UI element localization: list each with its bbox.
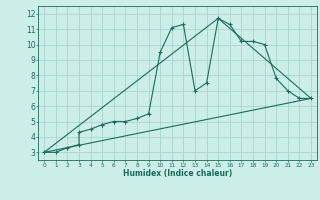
X-axis label: Humidex (Indice chaleur): Humidex (Indice chaleur): [123, 169, 232, 178]
